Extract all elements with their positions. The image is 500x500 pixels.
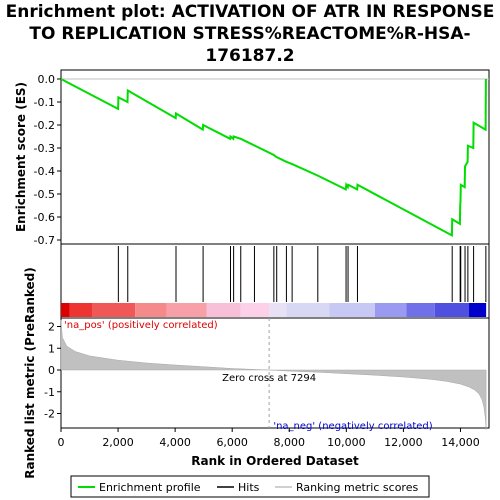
hits-panel [60, 243, 490, 319]
rank-xtick-label: 12,000 [384, 436, 423, 449]
rank-xtick-label: 8,000 [274, 436, 306, 449]
rank-xtick-label: 0 [58, 436, 65, 449]
legend-es-label: Enrichment profile [99, 481, 201, 494]
chart-title-line-3: 176187.2 [205, 46, 294, 66]
es-ytick-label: -0.2 [34, 119, 55, 132]
es-ytick-label: -0.4 [34, 165, 55, 178]
rank-ytick-label: -1 [44, 386, 55, 399]
ranking-metric-area [60, 319, 487, 430]
rank-ytick-label: 1 [48, 342, 55, 355]
color-bar-segment [69, 303, 93, 317]
rank-xtick-label: 6,000 [216, 436, 248, 449]
color-bar-segment [329, 303, 375, 317]
es-ylabel: Enrichment score (ES) [14, 82, 28, 232]
chart-title-line-1: Enrichment plot: ACTIVATION OF ATR IN RE… [6, 2, 495, 22]
es-ytick-label: -0.7 [34, 234, 55, 247]
rank-ytick-label: -2 [44, 408, 55, 421]
es-profile-line [60, 78, 487, 238]
legend-hits-label: Hits [238, 481, 260, 494]
rank-xtick-label: 10,000 [327, 436, 366, 449]
color-bar-segment [92, 303, 136, 317]
ranking-xlabel: Rank in Ordered Dataset [191, 454, 359, 468]
chart-title-line-2: TO REPLICATION STRESS%REACTOME%R-HSA- [29, 24, 470, 44]
rank-xtick-label: 14,000 [441, 436, 480, 449]
ranking-ylabel: Ranked list metric (PreRanked) [23, 267, 37, 479]
es-ytick-label: -0.6 [34, 211, 55, 224]
color-bar-segment [286, 303, 330, 317]
legend-rank-label: Ranking metric scores [296, 481, 418, 494]
legend: Enrichment profile Hits Ranking metric s… [70, 475, 430, 498]
color-bar-segment [406, 303, 435, 317]
es-panel: 0.0 -0.1 -0.2 -0.3 -0.4 -0.5 -0.6 -0.7 Enrichme… [14, 69, 490, 247]
ranking-panel: 'na_pos' (positively correlated) Zero cr… [23, 267, 490, 479]
es-ytick-label: -0.1 [34, 96, 55, 109]
pos-label: 'na_pos' (positively correlated) [64, 320, 218, 331]
rank-xtick-label: 2,000 [102, 436, 134, 449]
es-ytick-label: -0.5 [34, 188, 55, 201]
color-bar-segment [61, 303, 70, 317]
neg-label: 'na_neg' (negatively correlated) [273, 421, 432, 432]
color-bar-segment [374, 303, 407, 317]
es-ytick-label: -0.3 [34, 142, 55, 155]
rank-xtick-label: 4,000 [159, 436, 191, 449]
rank-ytick-label: 2 [48, 321, 55, 334]
color-bar-segment [469, 303, 487, 317]
es-ytick-label: 0.0 [38, 73, 56, 86]
color-bar-segment [166, 303, 207, 317]
color-bar-segment [434, 303, 470, 317]
rank-ytick-label: 0 [48, 364, 55, 377]
legend-frame [70, 475, 430, 498]
color-bar-segment [240, 303, 270, 317]
color-bar-segment [206, 303, 241, 317]
zero-cross-label: Zero cross at 7294 [222, 373, 316, 384]
color-bar-segment [135, 303, 167, 317]
color-bar-segment [269, 303, 287, 317]
